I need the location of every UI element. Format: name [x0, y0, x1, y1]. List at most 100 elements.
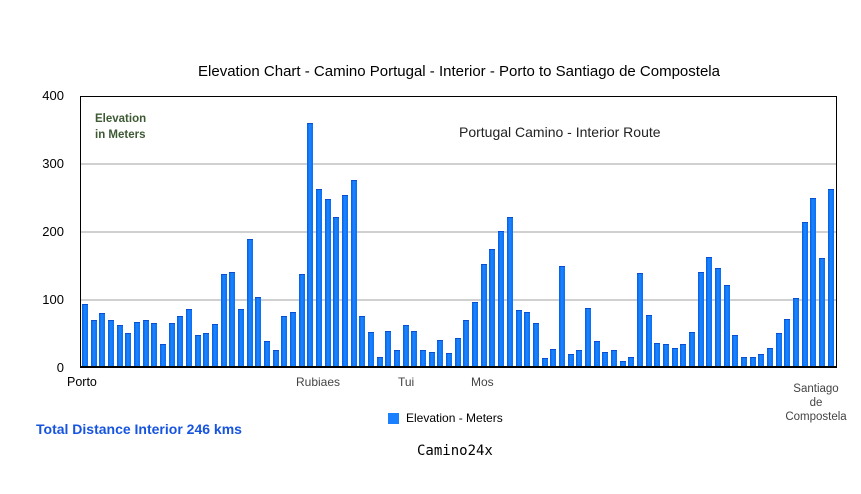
- y-tick-300: 300: [42, 156, 64, 171]
- bar: [168, 323, 175, 366]
- bar: [593, 341, 600, 366]
- y-tick-0: 0: [56, 360, 64, 375]
- legend: Elevation - Meters: [388, 411, 503, 425]
- bar: [350, 180, 357, 366]
- bar: [428, 352, 435, 366]
- bar: [671, 348, 678, 366]
- bar: [385, 331, 392, 366]
- bar: [394, 350, 401, 366]
- bar: [758, 354, 765, 366]
- bar: [116, 325, 123, 366]
- x-label-santiago: Santiago de Compostela: [776, 382, 856, 424]
- bar: [463, 320, 470, 366]
- bar: [298, 274, 305, 366]
- chart-subtitle: Portugal Camino - Interior Route: [459, 124, 661, 140]
- bar: [134, 322, 141, 366]
- bar: [90, 320, 97, 366]
- bar: [212, 324, 219, 366]
- bar: [628, 357, 635, 366]
- bar: [532, 323, 539, 366]
- bar: [827, 189, 834, 366]
- gridline-200: [81, 231, 836, 233]
- bar: [272, 350, 279, 366]
- bar: [680, 344, 687, 366]
- bar: [160, 344, 167, 366]
- bar: [220, 274, 227, 366]
- bar: [99, 313, 106, 366]
- bar: [801, 222, 808, 366]
- total-distance: Total Distance Interior 246 kms: [36, 421, 242, 437]
- bar: [524, 312, 531, 366]
- bar: [602, 352, 609, 366]
- y-axis-label: Elevation in Meters: [95, 111, 146, 143]
- bar: [281, 316, 288, 366]
- x-label-tui: Tui: [398, 375, 415, 389]
- bar: [342, 195, 349, 366]
- bar: [619, 361, 626, 366]
- bar: [541, 358, 548, 366]
- bar: [506, 217, 513, 366]
- x-label-santiago-line3: Compostela: [785, 411, 847, 423]
- bar: [376, 357, 383, 366]
- bar: [558, 266, 565, 366]
- bar: [714, 268, 721, 366]
- x-label-porto: Porto: [67, 375, 97, 389]
- bar: [688, 332, 695, 366]
- bar: [567, 354, 574, 366]
- credit-text: Camino24x: [417, 443, 493, 459]
- bar: [645, 315, 652, 366]
- bar: [636, 273, 643, 366]
- bar: [437, 340, 444, 366]
- x-label-mos: Mos: [471, 375, 494, 389]
- bar: [818, 258, 825, 366]
- bar: [177, 316, 184, 366]
- bar: [264, 341, 271, 366]
- bar: [203, 333, 210, 366]
- bar: [368, 332, 375, 366]
- bar: [238, 309, 245, 366]
- bar: [810, 198, 817, 366]
- bar: [784, 319, 791, 366]
- bar: [307, 123, 314, 366]
- bar: [151, 323, 158, 366]
- bar: [697, 272, 704, 366]
- bar: [316, 189, 323, 366]
- legend-label: Elevation - Meters: [406, 411, 503, 425]
- bar: [584, 308, 591, 366]
- bar: [125, 333, 132, 366]
- bar: [229, 272, 236, 366]
- bar: [194, 335, 201, 366]
- bar: [706, 257, 713, 366]
- y-tick-200: 200: [42, 224, 64, 239]
- y-tick-400: 400: [42, 88, 64, 103]
- bar: [550, 349, 557, 366]
- bar: [662, 344, 669, 366]
- bar: [246, 239, 253, 366]
- bar: [610, 350, 617, 366]
- bar: [489, 249, 496, 366]
- plot-area: Elevation in Meters Portugal Camino - In…: [80, 96, 837, 368]
- bar: [82, 304, 88, 366]
- bar: [142, 320, 149, 366]
- y-tick-100: 100: [42, 292, 64, 307]
- bar: [749, 357, 756, 366]
- y-axis-label-line1: Elevation: [95, 113, 147, 125]
- bar: [775, 333, 782, 366]
- bar: [576, 350, 583, 366]
- x-label-rubiaes: Rubiaes: [296, 375, 341, 389]
- bar: [732, 335, 739, 366]
- bar: [411, 331, 418, 366]
- bar: [515, 310, 522, 366]
- y-axis-label-line2: in Meters: [95, 129, 146, 141]
- legend-swatch-icon: [388, 412, 399, 424]
- bar: [740, 357, 747, 366]
- x-label-santiago-line2: de: [809, 397, 823, 409]
- bar: [498, 231, 505, 366]
- bar: [324, 199, 331, 366]
- bar: [402, 325, 409, 366]
- bar: [255, 297, 262, 366]
- bar: [186, 309, 193, 366]
- bar: [359, 316, 366, 366]
- bar: [654, 343, 661, 366]
- bar: [454, 338, 461, 366]
